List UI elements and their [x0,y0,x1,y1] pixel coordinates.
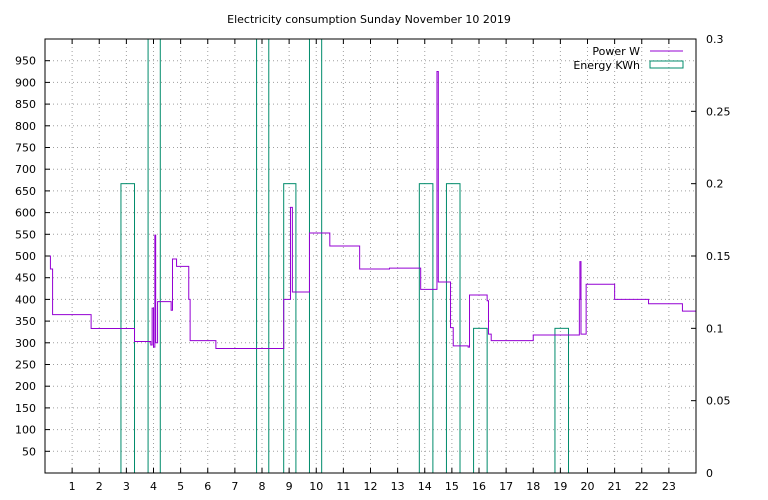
y-right-tick-label: 0.2 [706,178,724,191]
x-tick-label: 17 [499,480,513,493]
power-line [45,71,696,349]
legend-label-power: Power W [592,45,640,58]
x-tick-label: 11 [336,480,350,493]
legend-swatch-energy [649,60,684,69]
x-tick-label: 21 [608,480,622,493]
y-left-tick-label: 600 [15,207,36,220]
x-tick-label: 6 [204,480,211,493]
y-left-tick-label: 950 [15,55,36,68]
x-tick-label: 9 [286,480,293,493]
y-right-tick-label: 0.05 [706,395,731,408]
y-left-tick-label: 750 [15,142,36,155]
y-left-tick-label: 250 [15,359,36,372]
x-tick-label: 15 [445,480,459,493]
x-tick-label: 23 [662,480,676,493]
y-right-tick-label: 0.1 [706,322,724,335]
power-line-layer [45,71,696,349]
y-right-tick-label: 0.3 [706,33,724,46]
x-tick-label: 2 [96,480,103,493]
y-left-tick-label: 550 [15,228,36,241]
y-left-tick-label: 200 [15,380,36,393]
x-tick-label: 22 [635,480,649,493]
x-tick-label: 13 [391,480,405,493]
x-tick-label: 3 [123,480,130,493]
y-left-tick-label: 450 [15,272,36,285]
x-tick-label: 10 [309,480,323,493]
x-tick-label: 7 [231,480,238,493]
x-tick-label: 8 [259,480,266,493]
x-tick-label: 18 [526,480,540,493]
y-left-tick-label: 800 [15,120,36,133]
y-left-tick-label: 350 [15,315,36,328]
x-tick-label: 20 [581,480,595,493]
x-tick-label: 16 [472,480,486,493]
x-tick-label: 5 [177,480,184,493]
y-left-tick-label: 900 [15,76,36,89]
y-right-tick-label: 0.15 [706,250,731,263]
y-left-tick-label: 700 [15,163,36,176]
energy-bar [308,38,323,474]
axes: 1 2 3 4 5 6 7 8 9 10 11 12 13 14 15 16 17 18 19 20 21 22 23501… [15,33,731,493]
y-left-tick-label: 850 [15,98,36,111]
y-left-tick-label: 500 [15,250,36,263]
legend-label-energy: Energy KWh [573,59,640,72]
x-tick-label: 19 [553,480,567,493]
chart-title: Electricity consumption Sunday November … [227,13,511,26]
y-right-tick-label: 0.25 [706,105,731,118]
x-tick-label: 12 [364,480,378,493]
y-left-tick-label: 400 [15,293,36,306]
x-tick-label: 1 [69,480,76,493]
y-left-tick-label: 150 [15,402,36,415]
energy-bar [256,38,270,474]
x-tick-label: 4 [150,480,157,493]
grid [45,39,696,473]
y-left-tick-label: 100 [15,424,36,437]
y-left-tick-label: 300 [15,337,36,350]
x-tick-label: 14 [418,480,432,493]
y-left-tick-label: 50 [22,445,36,458]
y-left-tick-label: 650 [15,185,36,198]
y-right-tick-label: 0 [706,467,713,480]
